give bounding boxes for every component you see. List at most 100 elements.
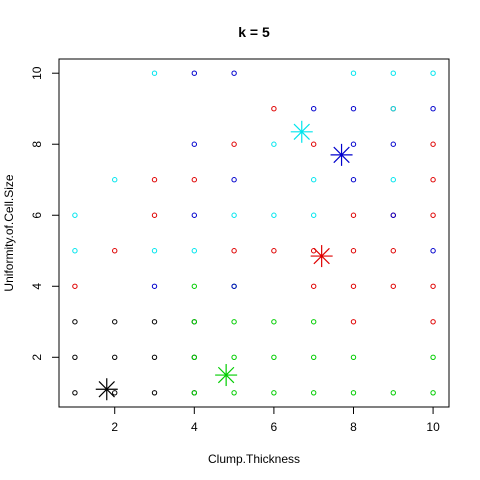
data-point-2 bbox=[350, 354, 357, 360]
data-point-5 bbox=[390, 212, 396, 218]
x-tick-label: 8 bbox=[350, 420, 357, 434]
data-point-4 bbox=[390, 70, 396, 76]
data-point-2 bbox=[191, 390, 198, 396]
data-point-5 bbox=[231, 283, 237, 289]
data-point-2 bbox=[310, 319, 317, 325]
data-point-4 bbox=[390, 177, 396, 183]
data-point-3 bbox=[350, 248, 357, 254]
data-point-4 bbox=[350, 70, 357, 76]
data-point-3 bbox=[350, 319, 357, 325]
data-point-3 bbox=[112, 248, 118, 254]
x-tick-label: 2 bbox=[111, 420, 118, 434]
cluster-center-2 bbox=[215, 364, 238, 387]
data-point-5 bbox=[231, 70, 237, 76]
data-point-1 bbox=[112, 390, 118, 396]
data-point-5 bbox=[390, 141, 396, 147]
data-point-3 bbox=[72, 283, 78, 289]
y-tick-label: 10 bbox=[30, 66, 44, 80]
data-point-2 bbox=[350, 390, 357, 396]
x-tick-label: 10 bbox=[426, 420, 440, 434]
data-point-3 bbox=[430, 141, 436, 147]
data-point-4 bbox=[271, 141, 277, 147]
data-point-1 bbox=[72, 390, 78, 396]
x-axis: 2 4 6 8 10 bbox=[111, 407, 440, 434]
cluster-center-3 bbox=[310, 245, 333, 268]
data-point-5 bbox=[191, 212, 198, 218]
data-point-3 bbox=[430, 177, 436, 183]
data-point-3 bbox=[231, 248, 237, 254]
data-point-3 bbox=[271, 106, 277, 112]
data-point-4 bbox=[430, 70, 436, 76]
data-point-3 bbox=[430, 283, 436, 289]
y-tick-label: 8 bbox=[30, 141, 44, 148]
data-points bbox=[72, 70, 436, 396]
data-point-1 bbox=[112, 354, 118, 360]
x-tick-label: 4 bbox=[191, 420, 198, 434]
data-point-5 bbox=[151, 283, 158, 289]
data-point-4 bbox=[72, 248, 78, 254]
data-point-5 bbox=[430, 106, 436, 112]
data-point-1 bbox=[151, 354, 158, 360]
data-point-2 bbox=[271, 354, 277, 360]
data-point-2 bbox=[231, 319, 237, 325]
data-point-4 bbox=[310, 212, 317, 218]
data-point-2 bbox=[231, 390, 237, 396]
data-point-3 bbox=[151, 177, 158, 183]
data-point-5 bbox=[350, 106, 357, 112]
data-point-4 bbox=[151, 70, 158, 76]
data-point-3 bbox=[350, 283, 357, 289]
cluster-center-4 bbox=[290, 120, 313, 143]
data-point-4 bbox=[231, 212, 237, 218]
data-point-1 bbox=[72, 354, 78, 360]
data-point-2 bbox=[271, 319, 277, 325]
data-point-2 bbox=[390, 390, 396, 396]
data-point-4 bbox=[112, 177, 118, 183]
data-point-5 bbox=[430, 248, 436, 254]
data-point-4 bbox=[310, 177, 317, 183]
data-point-2 bbox=[191, 283, 198, 289]
data-point-3 bbox=[390, 248, 396, 254]
data-point-1 bbox=[72, 319, 78, 325]
data-point-4 bbox=[191, 248, 198, 254]
x-axis-label: Clump.Thickness bbox=[208, 452, 300, 466]
y-tick-label: 2 bbox=[30, 354, 44, 361]
cluster-center-1 bbox=[95, 378, 118, 401]
data-point-2 bbox=[430, 354, 436, 360]
chart-title: k = 5 bbox=[238, 24, 270, 40]
y-axis-label: Uniformity.of.Cell.Size bbox=[2, 174, 16, 291]
data-point-5 bbox=[350, 141, 357, 147]
data-point-2 bbox=[191, 319, 198, 325]
data-point-3 bbox=[430, 319, 436, 325]
data-point-4 bbox=[151, 248, 158, 254]
y-tick-label: 4 bbox=[30, 283, 44, 290]
data-point-4 bbox=[271, 212, 277, 218]
data-point-3 bbox=[231, 141, 237, 147]
data-point-2 bbox=[191, 354, 198, 360]
data-point-5 bbox=[191, 70, 198, 76]
data-point-4 bbox=[72, 212, 78, 218]
data-point-3 bbox=[151, 212, 158, 218]
data-point-3 bbox=[310, 283, 317, 289]
y-tick-label: 6 bbox=[30, 212, 44, 219]
x-tick-label: 6 bbox=[271, 420, 278, 434]
plot-frame bbox=[58, 58, 450, 408]
y-axis: 2 4 6 8 10 bbox=[30, 66, 59, 361]
data-point-5 bbox=[231, 177, 237, 183]
data-point-1 bbox=[151, 390, 158, 396]
data-point-2 bbox=[231, 354, 237, 360]
data-point-1 bbox=[112, 319, 118, 325]
data-point-5 bbox=[191, 141, 198, 147]
data-point-2 bbox=[310, 390, 317, 396]
cluster-center-5 bbox=[330, 143, 353, 166]
data-point-3 bbox=[350, 212, 357, 218]
data-point-1 bbox=[151, 319, 158, 325]
data-point-2 bbox=[430, 390, 436, 396]
data-point-3 bbox=[271, 248, 277, 254]
data-point-3 bbox=[191, 177, 198, 183]
data-point-5 bbox=[350, 177, 357, 183]
data-point-3 bbox=[430, 212, 436, 218]
cluster-centers bbox=[95, 120, 353, 401]
data-point-5 bbox=[310, 106, 317, 112]
data-point-3 bbox=[310, 141, 317, 147]
